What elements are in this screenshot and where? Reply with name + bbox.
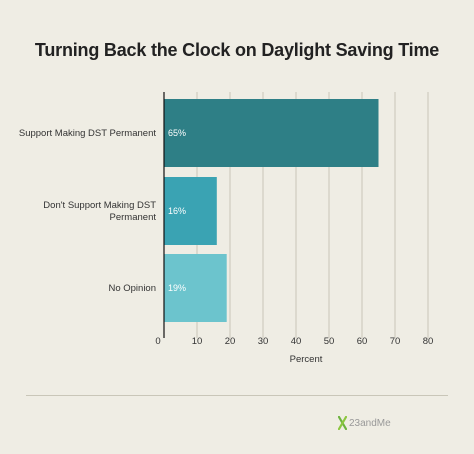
x-tick-label: 50	[324, 336, 335, 347]
brand-logo-text: 23andMe	[349, 417, 391, 429]
x-tick-label: 40	[291, 336, 302, 347]
dna-icon	[338, 416, 347, 430]
x-tick-label: 70	[390, 336, 401, 347]
bar-value-label: 19%	[168, 283, 186, 293]
x-tick-label: 60	[357, 336, 368, 347]
x-tick-label: 20	[225, 336, 236, 347]
chart-title: Turning Back the Clock on Daylight Savin…	[34, 40, 440, 60]
x-tick-label: 0	[155, 336, 160, 347]
footer-divider	[26, 395, 448, 396]
x-axis-title: Percent	[290, 354, 323, 365]
category-label: No Opinion	[108, 283, 156, 294]
bar-value-label: 16%	[168, 206, 186, 216]
x-tick-label: 80	[423, 336, 434, 347]
bar	[164, 99, 379, 167]
x-tick-label: 30	[258, 336, 269, 347]
bar-chart: 0 10 20 30 40 50 60 70 80 65% Support Making DST P…	[19, 92, 434, 365]
bar	[164, 177, 217, 245]
brand-logo: 23andMe	[338, 414, 391, 432]
category-label: Don't Support Making DST Permanent	[43, 200, 156, 223]
category-label: Support Making DST Permanent	[19, 128, 156, 139]
bar	[164, 254, 227, 322]
bar-value-label: 65%	[168, 128, 186, 138]
x-tick-label: 10	[192, 336, 203, 347]
